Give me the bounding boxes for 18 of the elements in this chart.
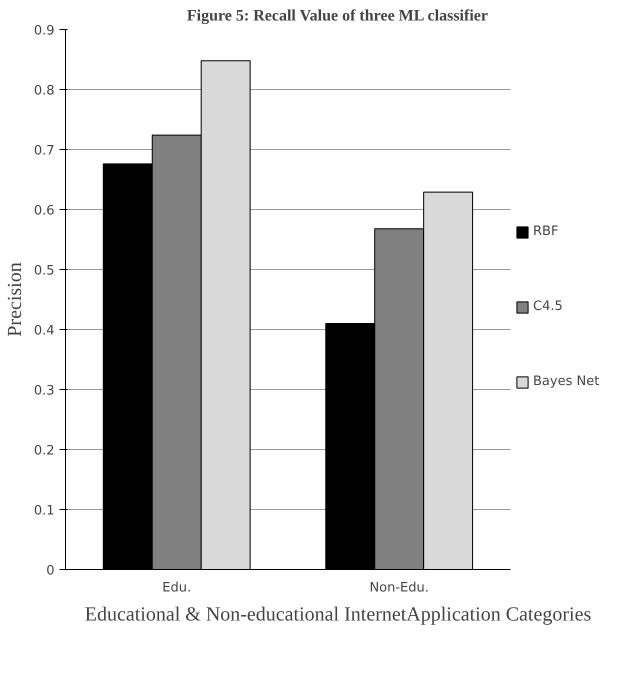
y-tick-label: 0.3 bbox=[34, 384, 55, 398]
x-tick-label: Edu. bbox=[162, 580, 192, 596]
x-axis-title: Educational & Non-educational InternetApplication Categories bbox=[84, 604, 592, 626]
y-tick-label: 0.4 bbox=[34, 324, 55, 338]
y-tick-label: 0.5 bbox=[34, 264, 55, 278]
legend-label: C4.5 bbox=[533, 299, 563, 314]
y-tick-label: 0.6 bbox=[34, 204, 55, 218]
legend-label: RBF bbox=[533, 224, 558, 239]
legend-label: Bayes Net bbox=[533, 374, 600, 389]
y-tick-label: 0 bbox=[46, 564, 55, 578]
y-tick-label: 0.9 bbox=[34, 24, 55, 38]
y-tick-label: 0.2 bbox=[34, 444, 55, 458]
x-tick-label: Non-Edu. bbox=[369, 580, 429, 596]
chart-title: Figure 5: Recall Value of three ML classifier bbox=[186, 8, 488, 24]
y-tick-label: 0.1 bbox=[34, 504, 55, 518]
y-axis-title: Precision bbox=[4, 262, 26, 337]
y-tick-label: 0.8 bbox=[34, 84, 55, 98]
y-tick-label: 0.7 bbox=[34, 144, 55, 158]
